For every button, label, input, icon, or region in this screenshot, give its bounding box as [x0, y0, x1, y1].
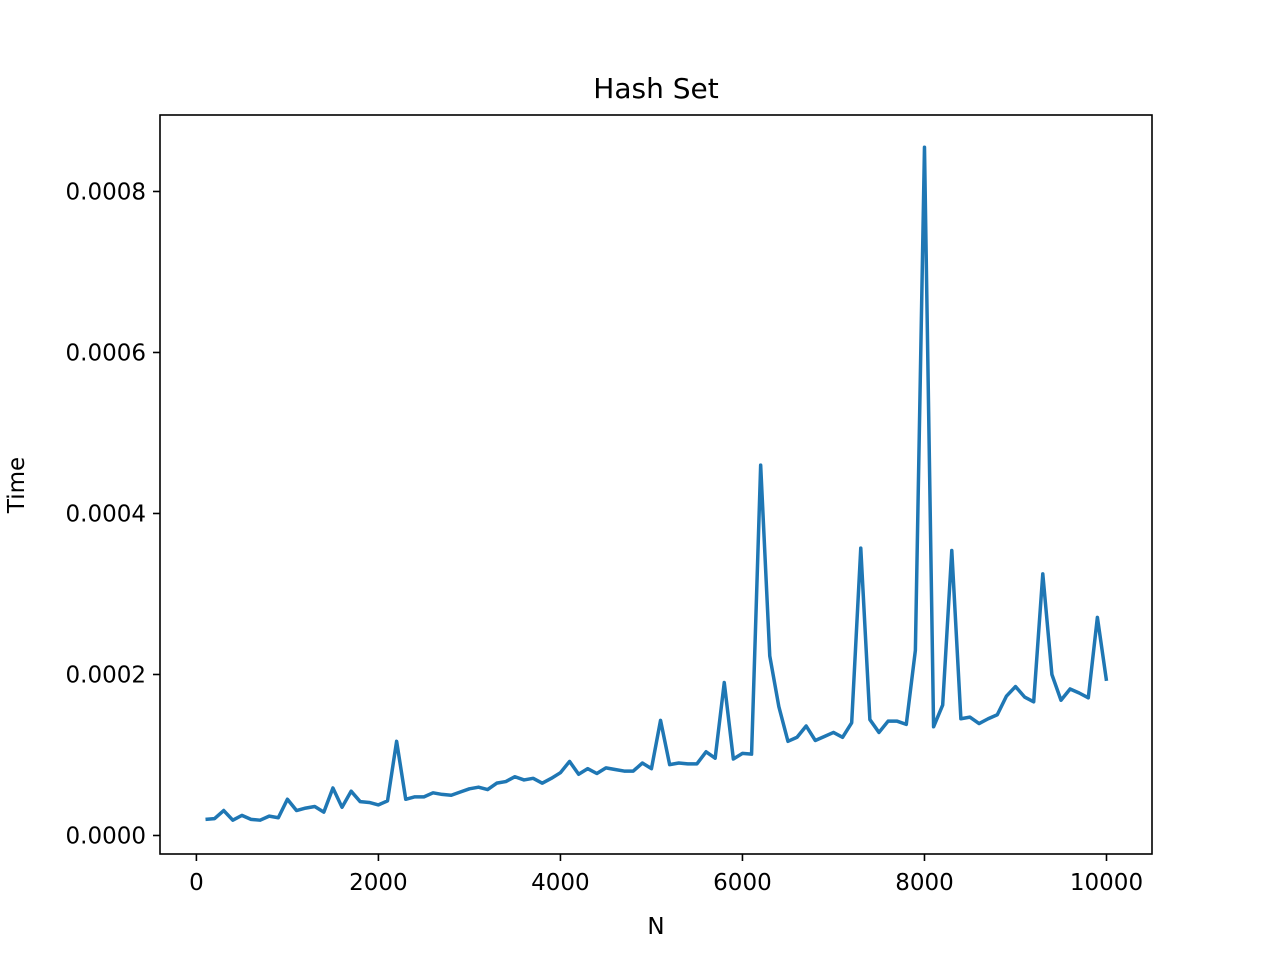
y-tick-label: 0.0000: [66, 823, 146, 849]
x-axis-label: N: [647, 914, 664, 940]
y-tick-label: 0.0002: [66, 662, 146, 688]
y-axis-label: Time: [4, 457, 30, 514]
y-axis: 0.0000 0.0002 0.0004 0.0006 0.0008: [66, 179, 160, 849]
x-tick-label: 8000: [895, 870, 954, 896]
x-tick-label: 6000: [713, 870, 772, 896]
chart-title: Hash Set: [593, 72, 718, 105]
x-tick-label: 10000: [1070, 870, 1143, 896]
plot-area: [159, 114, 1153, 855]
y-tick-label: 0.0004: [66, 501, 146, 527]
x-tick-label: 4000: [531, 870, 590, 896]
x-tick-label: 2000: [349, 870, 408, 896]
series-line-0: [205, 145, 1109, 822]
y-tick-label: 0.0006: [66, 340, 146, 366]
axes-frame: [159, 114, 1153, 855]
y-tick-label: 0.0008: [66, 179, 146, 205]
x-tick-label: 0: [189, 870, 204, 896]
x-axis: 0 2000 4000 6000 8000 10000: [189, 854, 1143, 896]
